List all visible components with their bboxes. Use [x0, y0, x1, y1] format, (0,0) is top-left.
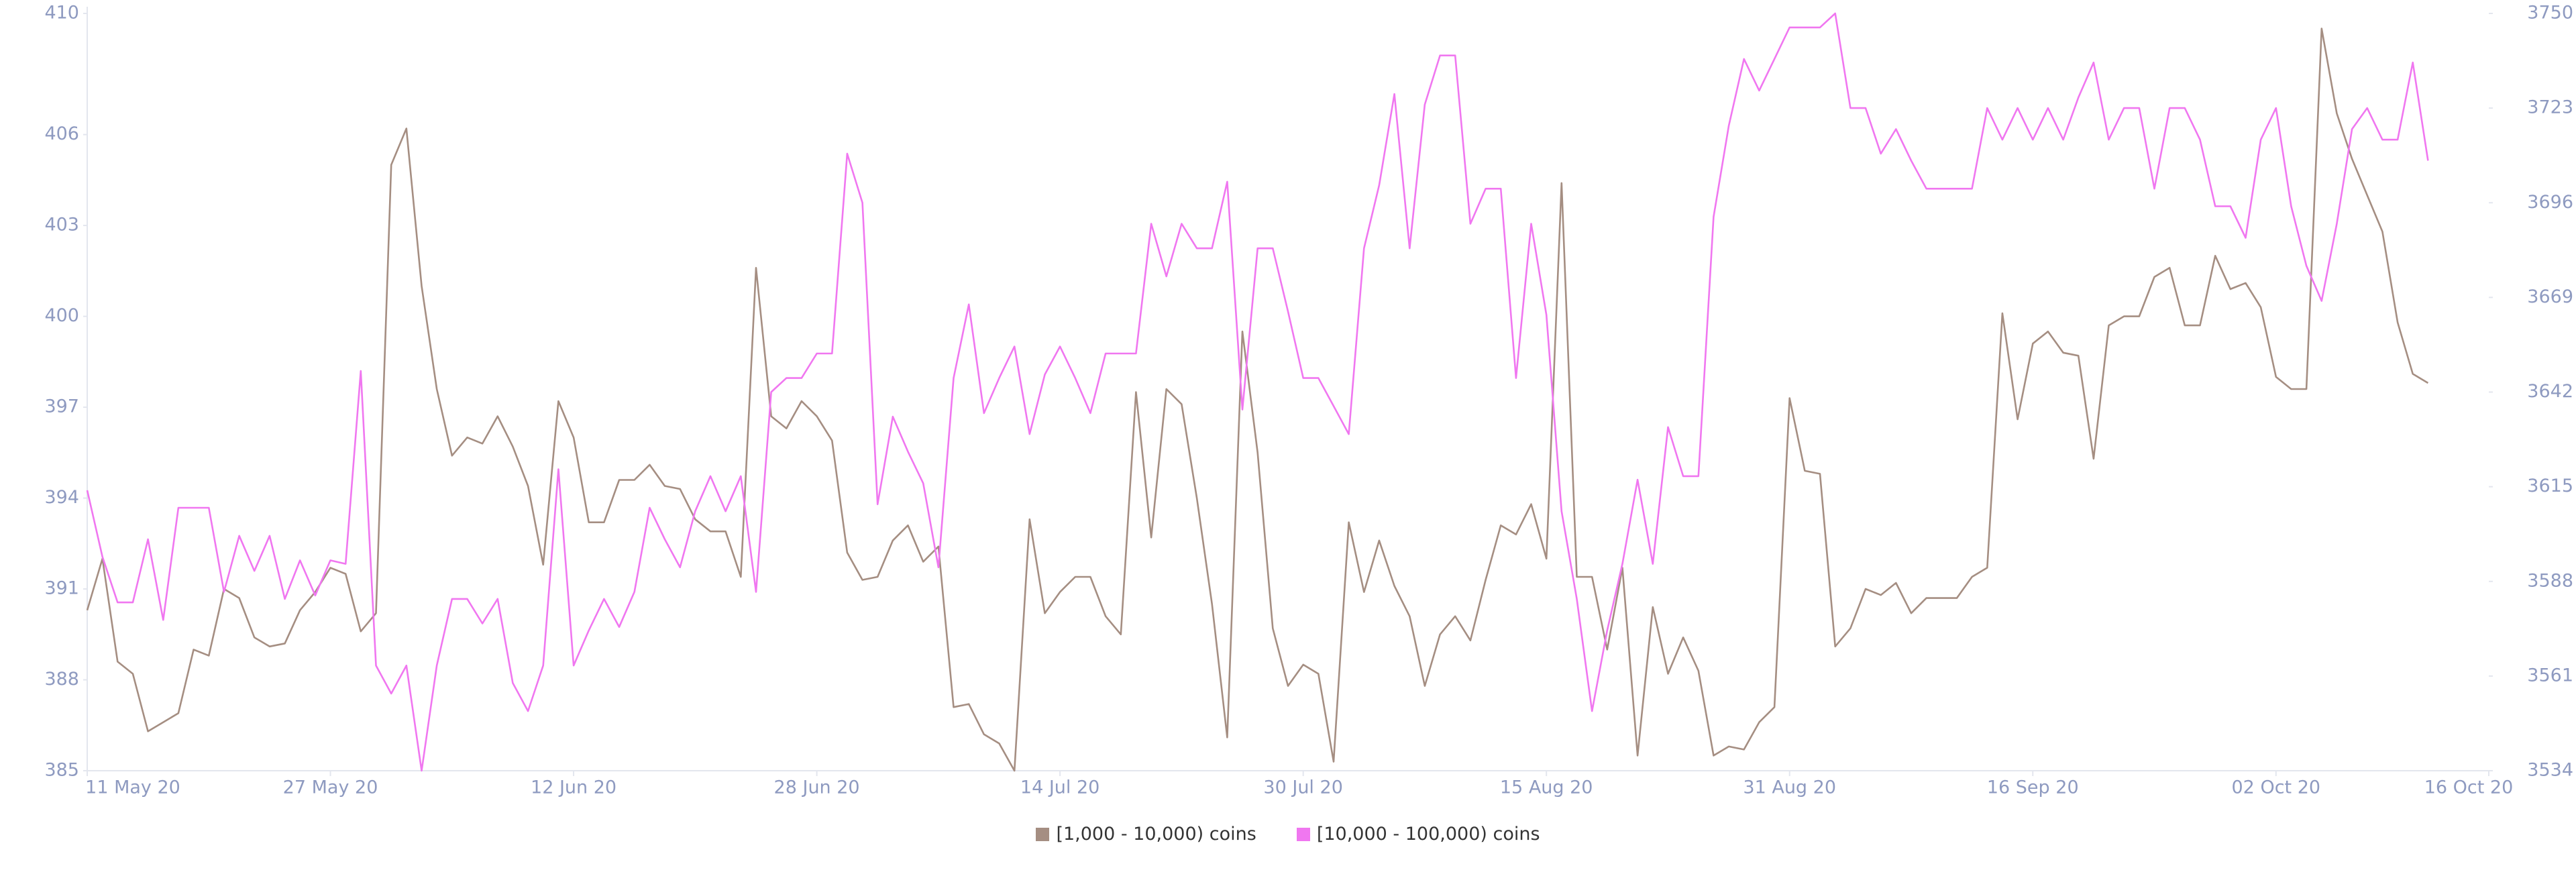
y2-tick-label: 3750 [2527, 3, 2573, 23]
y2-tick-label: 3696 [2527, 192, 2573, 213]
y2-tick-label: 3561 [2527, 665, 2573, 686]
legend-label: [10,000 - 100,000) coins [1316, 824, 1540, 844]
legend-label: [1,000 - 10,000) coins [1056, 824, 1256, 844]
y2-tick-label: 3588 [2527, 570, 2573, 591]
y-tick-label: 388 [44, 669, 79, 690]
x-tick-label: 30 Jul 20 [1263, 777, 1342, 798]
y-tick-label: 410 [44, 3, 79, 23]
series-line [86, 28, 2429, 772]
y2-tick-label: 3642 [2527, 381, 2573, 402]
y-tick-label: 400 [44, 305, 79, 326]
y-tick-label: 397 [44, 396, 79, 417]
y-tick-label: 385 [44, 760, 79, 781]
y2-tick-label: 3723 [2527, 97, 2573, 118]
x-tick-label: 27 May 20 [283, 777, 378, 798]
chart: 385 388 391 394 397 400 403 406 410 3534 3561 3588 3… [44, 3, 2573, 798]
x-tick-label: 14 Jul 20 [1020, 777, 1099, 798]
y-tick-label: 394 [44, 487, 79, 508]
x-tick-label: 15 Aug 20 [1500, 777, 1593, 798]
x-tick-label: 16 Sep 20 [1987, 777, 2079, 798]
x-tick-label: 11 May 20 [85, 777, 180, 798]
x-tick-label: 02 Oct 20 [2232, 777, 2321, 798]
legend-swatch [1296, 827, 1310, 841]
legend-item[interactable]: [10,000 - 100,000) coins [1296, 824, 1540, 844]
x-tick-label: 28 Jun 20 [774, 777, 860, 798]
y2-tick-label: 3534 [2527, 760, 2573, 781]
legend: [1,000 - 10,000) coins [10,000 - 100,000)… [0, 824, 2576, 844]
legend-item[interactable]: [1,000 - 10,000) coins [1036, 824, 1256, 844]
y-tick-label: 391 [44, 578, 79, 599]
series-line [86, 12, 2429, 772]
y-tick-label: 406 [44, 123, 79, 144]
y2-tick-label: 3615 [2527, 476, 2573, 496]
x-tick-label: 12 Jun 20 [531, 777, 616, 798]
x-tick-label: 31 Aug 20 [1743, 777, 1836, 798]
legend-swatch [1036, 827, 1050, 841]
y-tick-label: 403 [44, 215, 79, 235]
x-tick-label: 16 Oct 20 [2424, 777, 2514, 798]
y2-tick-label: 3669 [2527, 286, 2573, 307]
